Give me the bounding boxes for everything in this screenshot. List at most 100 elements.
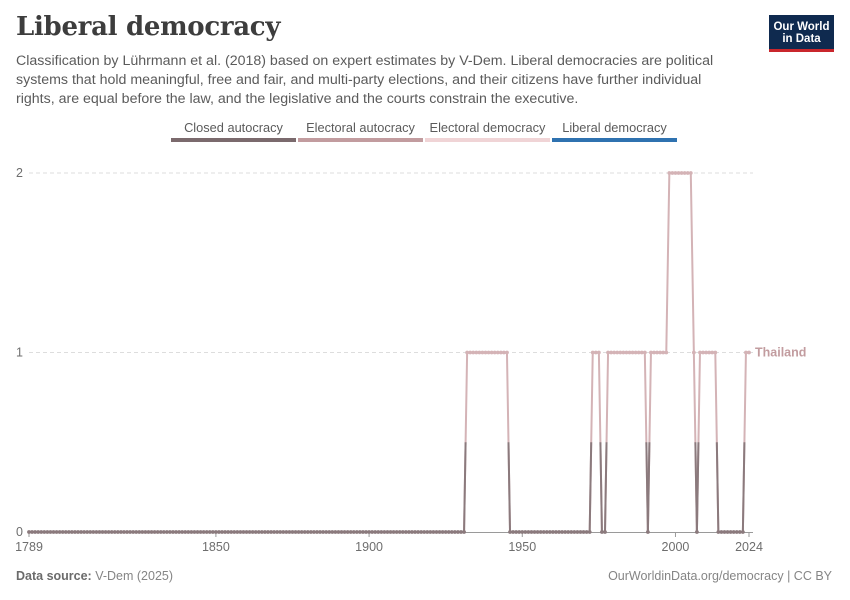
data-point: [330, 530, 335, 534]
data-point: [596, 350, 601, 355]
data-point: [400, 530, 405, 534]
data-point: [425, 530, 430, 534]
data-point: [223, 530, 227, 534]
data-point: [612, 350, 617, 355]
data-point: [376, 530, 381, 534]
data-point: [290, 530, 295, 534]
data-point: [348, 530, 353, 534]
data-point: [649, 350, 653, 355]
data-point: [468, 350, 473, 355]
data-point: [88, 530, 93, 534]
legend-item-electoral-autocracy[interactable]: Electoral autocracy: [297, 120, 424, 144]
data-point: [554, 530, 558, 534]
data-point: [241, 530, 246, 534]
data-point: [618, 350, 623, 355]
data-point: [609, 350, 614, 355]
x-tick-label: 2024: [735, 540, 763, 554]
data-point: [146, 530, 151, 534]
data-point: [122, 530, 126, 534]
data-point: [79, 530, 83, 534]
data-point: [535, 530, 540, 534]
series-transition: [741, 442, 746, 533]
data-point: [201, 530, 206, 534]
data-point: [204, 530, 209, 534]
data-point: [85, 530, 90, 534]
data-point: [189, 530, 194, 534]
data-point: [220, 530, 224, 534]
data-point: [174, 530, 178, 534]
data-point: [36, 530, 41, 534]
data-point: [483, 350, 488, 355]
data-point: [701, 350, 705, 355]
data-point: [247, 530, 252, 534]
data-point: [676, 171, 681, 175]
data-point: [636, 350, 641, 355]
legend-item-electoral-democracy[interactable]: Electoral democracy: [424, 120, 551, 144]
data-source: Data source: V-Dem (2025): [16, 569, 173, 583]
data-point: [60, 530, 65, 534]
data-point: [416, 530, 421, 534]
data-point: [27, 530, 31, 534]
y-tick-label: 0: [16, 525, 23, 539]
data-point: [272, 530, 277, 534]
data-point: [474, 350, 479, 355]
data-point: [158, 530, 163, 534]
data-point: [112, 530, 117, 534]
data-point: [422, 530, 427, 534]
data-point: [229, 530, 234, 534]
data-point: [679, 171, 684, 175]
data-point: [342, 530, 347, 534]
data-point: [73, 530, 77, 534]
data-point: [495, 350, 500, 355]
owid-logo[interactable]: Our World in Data: [769, 15, 834, 52]
data-point: [161, 530, 166, 534]
data-point: [315, 530, 319, 534]
data-point: [385, 530, 390, 534]
data-point: [642, 350, 647, 355]
data-point: [394, 530, 399, 534]
footer-link[interactable]: OurWorldinData.org/democracy | CC BY: [608, 569, 832, 583]
legend-item-liberal-democracy[interactable]: Liberal democracy: [551, 120, 678, 144]
data-point: [658, 350, 663, 355]
data-point: [551, 530, 555, 534]
series-transition: [604, 442, 608, 533]
data-point: [740, 530, 745, 534]
data-point: [437, 530, 442, 534]
data-point: [379, 530, 384, 534]
legend-label: Liberal democracy: [562, 120, 667, 135]
data-point: [563, 530, 568, 534]
data-point: [327, 530, 332, 534]
data-point: [263, 530, 267, 534]
data-point: [269, 530, 273, 534]
data-point: [722, 530, 727, 534]
data-point: [410, 530, 414, 534]
data-point: [557, 530, 561, 534]
data-point: [737, 530, 742, 534]
data-point: [244, 530, 249, 534]
data-point: [192, 530, 197, 534]
data-point: [581, 530, 586, 534]
legend-item-closed-autocracy[interactable]: Closed autocracy: [170, 120, 297, 144]
data-point: [388, 530, 393, 534]
data-point: [253, 530, 258, 534]
data-point: [600, 530, 604, 534]
data-point: [333, 530, 338, 534]
data-point: [391, 530, 396, 534]
data-point: [238, 530, 243, 534]
data-point: [407, 530, 411, 534]
data-point: [106, 530, 111, 534]
data-point: [645, 530, 650, 534]
data-point: [226, 530, 231, 534]
data-point: [69, 530, 74, 534]
data-point: [440, 530, 445, 534]
data-point: [63, 530, 68, 534]
data-point: [710, 350, 715, 355]
data-point: [419, 530, 424, 534]
data-point: [670, 171, 675, 175]
data-source-value[interactable]: V-Dem (2025): [95, 569, 174, 583]
data-point: [431, 530, 436, 534]
data-point: [125, 530, 129, 534]
data-point: [256, 530, 261, 534]
data-point: [413, 530, 417, 534]
data-point: [707, 350, 712, 355]
